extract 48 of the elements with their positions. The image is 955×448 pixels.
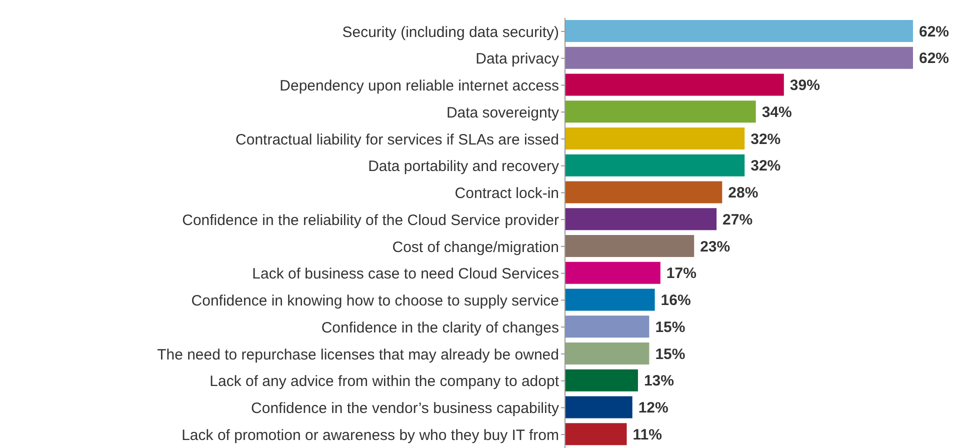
y-tick-label: Security (including data security) (342, 24, 559, 41)
bar (565, 154, 745, 176)
data-label: 28% (728, 184, 758, 202)
data-label: 12% (638, 400, 668, 416)
y-tick-label: Data sovereignty (446, 104, 560, 122)
y-tick-label: Lack of business case to need Cloud Services (252, 266, 559, 283)
data-label: 27% (722, 211, 753, 228)
bar (565, 342, 650, 364)
bar (565, 74, 784, 96)
y-tick-label: Confidence in the reliability of the Cloud Service provider (182, 212, 559, 229)
y-tick-label: Data portability and recovery (368, 158, 560, 176)
bar (565, 20, 913, 42)
data-label: 23% (700, 238, 730, 256)
bar (565, 262, 660, 284)
data-label: 39% (790, 77, 820, 94)
data-label: 13% (644, 372, 674, 390)
bar (565, 423, 627, 446)
bar (565, 316, 650, 338)
bar (565, 369, 638, 392)
y-tick-label: Contract lock-in (454, 185, 559, 202)
y-tick-label: Lack of any advice from within the company to adopt (210, 373, 560, 390)
data-label: 16% (660, 292, 691, 309)
y-tick-label: Cost of change/migration (392, 238, 559, 256)
y-tick-label: Data privacy (476, 50, 560, 68)
y-tick-label: The need to repurchase licenses that may already be owned (157, 346, 559, 364)
data-label: 32% (750, 158, 781, 175)
bar (565, 235, 694, 257)
bar (565, 396, 632, 418)
y-tick-label: Lack of promotion or awareness by who they buy IT from (182, 426, 559, 444)
bar (565, 181, 722, 204)
data-label: 32% (750, 130, 781, 148)
bar (565, 208, 717, 230)
y-tick-label: Dependency upon reliable internet access (280, 78, 559, 95)
data-label: 34% (762, 104, 792, 121)
y-tick-label: Contractual liability for services if SLAs are issed (236, 131, 559, 148)
data-label: 15% (655, 346, 686, 363)
bar (565, 288, 655, 311)
data-label: 15% (655, 318, 686, 336)
data-label: 62% (919, 23, 950, 40)
y-tick-label: Confidence in the clarity of changes (321, 319, 559, 336)
y-tick-label: Confidence in the vendor’s business capability (251, 400, 560, 418)
bar (565, 46, 913, 69)
data-label: 17% (666, 265, 696, 282)
data-label: 62% (919, 50, 950, 68)
y-tick-label: Confidence in knowing how to choose to supply service (191, 292, 559, 310)
bar (565, 128, 745, 150)
data-label: 11% (632, 426, 662, 444)
bar (565, 100, 756, 123)
